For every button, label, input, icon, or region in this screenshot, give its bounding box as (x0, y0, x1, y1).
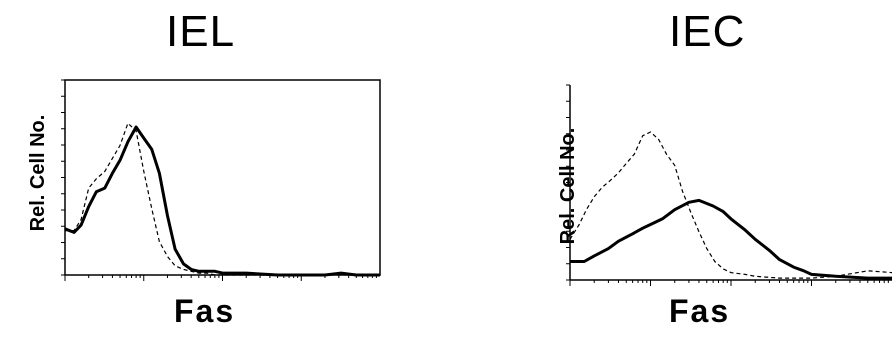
histogram-plot-iec (566, 84, 893, 286)
series-line-solid (570, 198, 892, 280)
panel-iel: IEL Rel. Cell No. Fas (27, 7, 381, 329)
series-line-solid (64, 125, 380, 277)
x-axis-label: Fas (174, 293, 236, 329)
histogram-plot-iel (61, 79, 381, 281)
panel-iec: IEC Rel. Cell No. Fas (447, 0, 894, 337)
chart-title: IEL (166, 7, 236, 56)
plot-frame (64, 79, 381, 276)
series-line-dashed (569, 131, 893, 279)
series-line-dashed (65, 122, 380, 276)
x-axis-label: Fas (669, 293, 731, 329)
chart-title: IEC (669, 7, 746, 56)
